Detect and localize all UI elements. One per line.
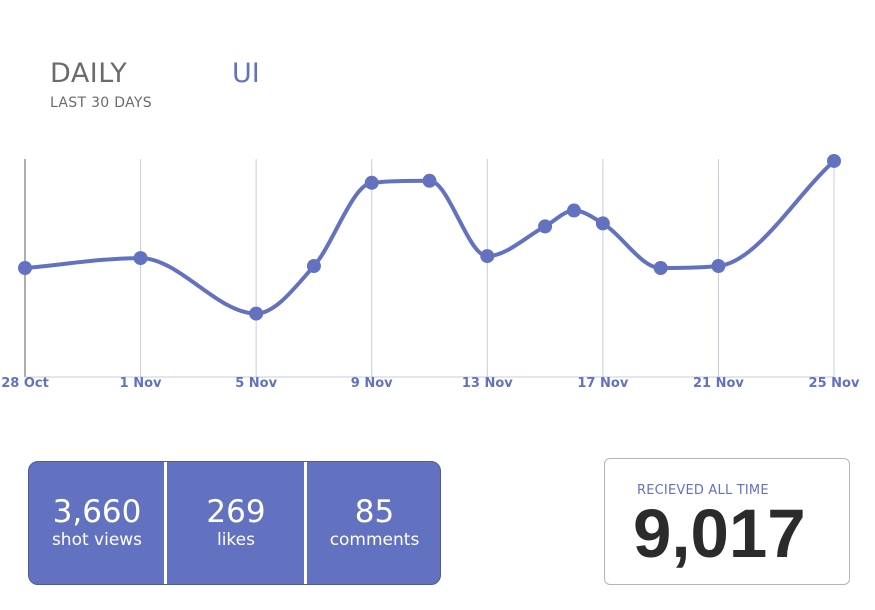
- x-tick-label: 17 Nov: [577, 376, 628, 391]
- x-tick-label: 5 Nov: [235, 376, 277, 391]
- page-subtitle: LAST 30 DAYS: [50, 95, 152, 111]
- stat-value: 3,660: [52, 494, 142, 530]
- page-title: DAILY: [50, 58, 128, 89]
- data-point[interactable]: [480, 249, 495, 264]
- tab-ui[interactable]: UI: [232, 58, 260, 89]
- x-tick-label: 9 Nov: [351, 376, 393, 391]
- x-tick-label: 1 Nov: [120, 376, 162, 391]
- total-value: 9,017: [633, 495, 806, 572]
- x-tick-label: 28 Oct: [1, 376, 49, 391]
- stat-comments[interactable]: 85 comments: [307, 462, 440, 584]
- data-point[interactable]: [566, 203, 581, 218]
- stat-shot-views[interactable]: 3,660 shot views: [29, 462, 165, 584]
- data-point[interactable]: [538, 219, 553, 234]
- data-point[interactable]: [306, 259, 321, 274]
- data-point[interactable]: [422, 173, 437, 188]
- stats-panel: 3,660 shot views 269 likes 85 comments: [28, 461, 441, 585]
- x-tick-label: 13 Nov: [462, 376, 513, 391]
- data-point[interactable]: [653, 261, 668, 275]
- stat-label: likes: [216, 530, 255, 550]
- stat-value: 269: [206, 494, 266, 530]
- line-chart: 28 Oct 1 Nov 5 Nov 9 Nov 13 Nov 17 Nov 21 Nov 2…: [1, 153, 860, 391]
- stat-label: comments: [329, 530, 420, 550]
- tick-label-layer: 28 Oct 1 Nov 5 Nov 9 Nov 13 Nov 17 Nov 21 Nov 2…: [1, 376, 860, 391]
- data-point[interactable]: [133, 251, 148, 266]
- grid-layer: [24, 159, 835, 378]
- total-label: RECIEVED ALL TIME: [637, 483, 769, 498]
- stat-label: shot views: [51, 530, 143, 550]
- data-point[interactable]: [827, 153, 841, 168]
- data-point[interactable]: [249, 306, 264, 321]
- data-point[interactable]: [18, 261, 32, 275]
- total-card: RECIEVED ALL TIME 9,017: [604, 458, 850, 585]
- data-point[interactable]: [595, 216, 610, 231]
- stat-divider: [304, 462, 307, 584]
- stat-likes[interactable]: 269 likes: [167, 462, 305, 584]
- data-point[interactable]: [711, 259, 726, 274]
- x-tick-label: 21 Nov: [693, 376, 744, 391]
- point-layer: [18, 153, 841, 321]
- x-tick-label: 25 Nov: [809, 376, 860, 391]
- stat-value: 85: [354, 494, 395, 530]
- data-point[interactable]: [364, 175, 379, 190]
- stat-divider: [164, 462, 167, 584]
